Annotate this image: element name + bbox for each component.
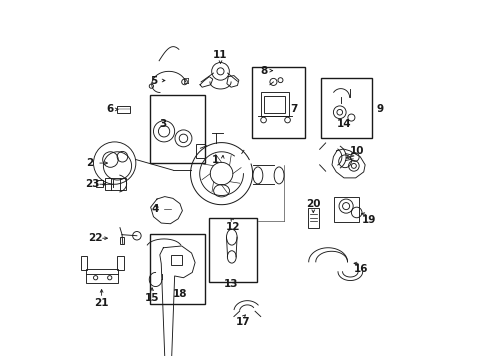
Text: 12: 12 [225,221,240,231]
Bar [117,106,130,113]
Text: 18: 18 [173,289,187,298]
Text: 21: 21 [94,298,109,308]
Text: 22: 22 [88,233,102,243]
Text: 15: 15 [144,293,159,303]
Bar [85,269,118,283]
Text: 10: 10 [349,146,363,156]
Text: 2: 2 [85,158,93,168]
Text: 11: 11 [213,50,227,60]
Bar [208,218,256,282]
Bar [252,67,305,138]
Text: 5: 5 [149,76,157,86]
Bar [260,92,288,117]
Bar [307,208,318,228]
Text: 8: 8 [260,66,267,76]
Bar [117,256,123,270]
Text: 23: 23 [84,179,99,189]
Bar [171,256,182,265]
Bar [196,144,204,158]
Bar [150,95,204,163]
Text: 20: 20 [305,199,320,209]
Text: 7: 7 [289,104,297,114]
Bar [264,96,284,113]
Text: 17: 17 [235,317,249,327]
Bar [321,78,371,138]
Text: 9: 9 [376,104,383,114]
Bar [333,197,358,222]
Text: 4: 4 [152,204,159,214]
Bar [120,237,124,244]
Bar [104,178,126,189]
Text: 1: 1 [211,154,219,165]
Text: 3: 3 [159,118,166,129]
Bar [150,234,204,304]
Bar [96,180,102,187]
Text: 19: 19 [361,215,375,225]
Text: 16: 16 [353,264,367,274]
Bar [81,256,87,270]
Text: 13: 13 [224,279,238,289]
Text: 14: 14 [336,118,350,129]
Text: 6: 6 [106,104,113,114]
